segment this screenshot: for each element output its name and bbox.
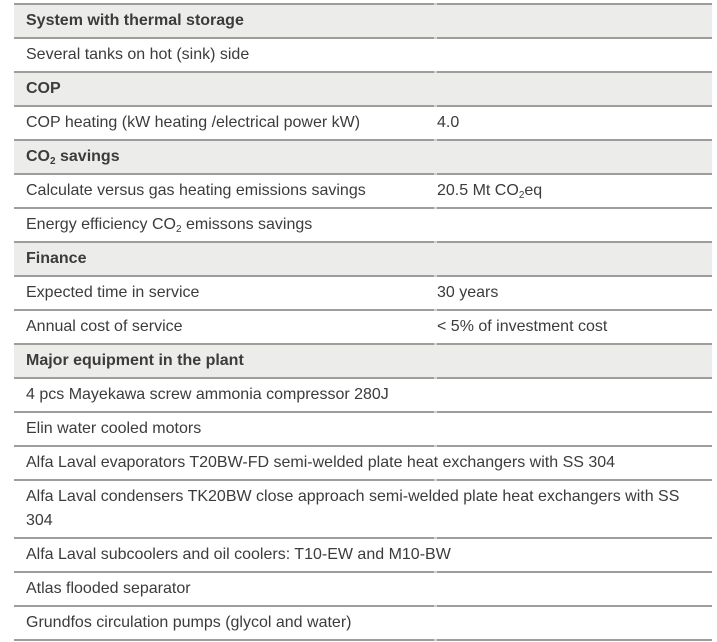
table-row: Alfa Laval condensers TK20BW close appro… bbox=[14, 481, 712, 537]
text-part: Expected time in service bbox=[26, 284, 200, 301]
row-label: Alfa Laval condensers TK20BW close appro… bbox=[26, 485, 704, 533]
section-header-row: CO2 savings bbox=[14, 141, 712, 173]
section-title: Finance bbox=[26, 247, 704, 271]
text-part: CO bbox=[26, 148, 50, 165]
subscript-text: 2 bbox=[50, 156, 56, 167]
table-row: COP heating (kW heating /electrical powe… bbox=[14, 107, 712, 139]
section-header-row: Major equipment in the plant bbox=[14, 345, 712, 377]
row-label: COP heating (kW heating /electrical powe… bbox=[26, 111, 437, 135]
row-label: Annual cost of service bbox=[26, 315, 437, 339]
text-part: Alfa Laval condensers TK20BW close appro… bbox=[26, 488, 680, 529]
row-divider bbox=[14, 37, 712, 39]
text-part: savings bbox=[55, 148, 120, 165]
table-row: Elin water cooled motors bbox=[14, 413, 712, 445]
row-divider bbox=[14, 605, 712, 607]
table-row: Expected time in service 30 years bbox=[14, 277, 712, 309]
section-title: Major equipment in the plant bbox=[26, 349, 704, 373]
table-row: Calculate versus gas heating emissions s… bbox=[14, 175, 712, 207]
section-header-row: Finance bbox=[14, 243, 712, 275]
text-part: < 5% of investment cost bbox=[437, 318, 608, 335]
table-row: Annual cost of service < 5% of investment… bbox=[14, 311, 712, 343]
row-label: Energy efficiency CO2 emissons savings bbox=[26, 213, 704, 237]
row-label: Alfa Laval evaporators T20BW-FD semi-wel… bbox=[26, 451, 704, 475]
table-row: 4 pcs Mayekawa screw ammonia compressor … bbox=[14, 379, 712, 411]
text-part: COP heating (kW heating /electrical powe… bbox=[26, 114, 361, 131]
row-divider bbox=[14, 411, 712, 413]
text-part: COP bbox=[26, 80, 61, 97]
row-divider bbox=[14, 207, 712, 209]
section-header-row: COP bbox=[14, 73, 712, 105]
section-header-row: System with thermal storage bbox=[14, 5, 712, 37]
text-part: Finance bbox=[26, 250, 87, 267]
text-part: Alfa Laval subcoolers and oil coolers: T… bbox=[26, 546, 451, 563]
row-label: Grundfos circulation pumps (glycol and w… bbox=[26, 611, 704, 635]
text-part: 20.5 Mt CO bbox=[437, 182, 519, 199]
table-row: Energy efficiency CO2 emissons savings bbox=[14, 209, 712, 241]
row-divider bbox=[14, 479, 712, 481]
row-value: < 5% of investment cost bbox=[437, 315, 704, 339]
subscript-text: 2 bbox=[176, 224, 182, 235]
text-part: Calculate versus gas heating emissions s… bbox=[26, 182, 366, 199]
text-part: Several tanks on hot (sink) side bbox=[26, 46, 250, 63]
row-divider bbox=[14, 105, 712, 107]
row-divider bbox=[14, 377, 712, 379]
text-part: Grundfos circulation pumps (glycol and w… bbox=[26, 614, 352, 631]
text-part: Annual cost of service bbox=[26, 318, 183, 335]
row-divider bbox=[14, 639, 712, 641]
text-part: emissons savings bbox=[181, 216, 313, 233]
text-part: Elin water cooled motors bbox=[26, 420, 202, 437]
row-value: 4.0 bbox=[437, 111, 704, 135]
text-part: 4.0 bbox=[437, 114, 460, 131]
row-label: Atlas flooded separator bbox=[26, 577, 704, 601]
text-part: eq bbox=[524, 182, 543, 199]
row-label: Elin water cooled motors bbox=[26, 417, 704, 441]
row-value: 20.5 Mt CO2eq bbox=[437, 179, 704, 203]
text-part: Major equipment in the plant bbox=[26, 352, 244, 369]
text-part: Alfa Laval evaporators T20BW-FD semi-wel… bbox=[26, 454, 616, 471]
row-label: 4 pcs Mayekawa screw ammonia compressor … bbox=[26, 383, 704, 407]
subscript-text: 2 bbox=[518, 190, 525, 201]
row-divider bbox=[14, 71, 712, 73]
table-row: Grundfos circulation pumps (glycol and w… bbox=[14, 607, 712, 639]
text-part: 30 years bbox=[437, 284, 499, 301]
row-divider bbox=[14, 275, 712, 277]
section-title: System with thermal storage bbox=[26, 9, 704, 33]
row-label: Calculate versus gas heating emissions s… bbox=[26, 179, 437, 203]
row-divider bbox=[14, 343, 712, 345]
row-divider bbox=[14, 241, 712, 243]
row-divider bbox=[14, 139, 712, 141]
table-row: Alfa Laval subcoolers and oil coolers: T… bbox=[14, 539, 712, 571]
row-value: 30 years bbox=[437, 281, 704, 305]
text-part: Energy efficiency CO bbox=[26, 216, 176, 233]
specification-table: System with thermal storage Several tanks… bbox=[14, 3, 712, 641]
row-divider bbox=[14, 173, 712, 175]
row-label: Several tanks on hot (sink) side bbox=[26, 43, 704, 67]
row-divider bbox=[14, 309, 712, 311]
row-divider bbox=[14, 571, 712, 573]
section-title: COP bbox=[26, 77, 704, 101]
text-part: 4 pcs Mayekawa screw ammonia compressor … bbox=[26, 386, 389, 403]
text-part: Atlas flooded separator bbox=[26, 580, 191, 597]
table-row: Alfa Laval evaporators T20BW-FD semi-wel… bbox=[14, 447, 712, 479]
row-divider bbox=[14, 445, 712, 447]
row-label: Expected time in service bbox=[26, 281, 437, 305]
table-row: Atlas flooded separator bbox=[14, 573, 712, 605]
row-divider bbox=[14, 537, 712, 539]
row-label: Alfa Laval subcoolers and oil coolers: T… bbox=[26, 543, 704, 567]
row-divider bbox=[14, 3, 712, 5]
section-title: CO2 savings bbox=[26, 145, 704, 169]
table-row: Several tanks on hot (sink) side bbox=[14, 39, 712, 71]
text-part: System with thermal storage bbox=[26, 12, 244, 29]
